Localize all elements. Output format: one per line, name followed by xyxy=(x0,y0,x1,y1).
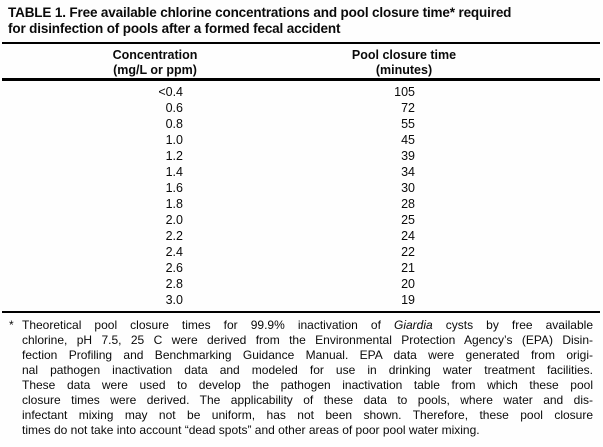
concentration-cell: 0.8 xyxy=(165,117,183,131)
column-header-concentration: Concentration (mg/L or ppm) xyxy=(0,48,310,78)
table-row: 1.0 45 xyxy=(0,132,603,148)
table-row: 3.0 19 xyxy=(0,292,603,308)
table-row: 0.8 55 xyxy=(0,116,603,132)
table-row: 1.8 28 xyxy=(0,196,603,212)
concentration-header-line1: Concentration xyxy=(112,48,198,62)
time-cell: 20 xyxy=(401,277,415,291)
concentration-header-line2: (mg/L or ppm) xyxy=(113,63,197,77)
time-cell: 25 xyxy=(401,213,415,227)
concentration-cell: 2.4 xyxy=(165,245,183,259)
table-row: 2.4 22 xyxy=(0,244,603,260)
time-cell: 24 xyxy=(401,229,415,243)
table-header-row: Concentration (mg/L or ppm) Pool closure… xyxy=(0,48,603,78)
time-cell: 55 xyxy=(401,117,415,131)
pool-closure-header-line1: Pool closure time xyxy=(351,48,457,62)
footnote: * Theoretical pool closure times for 99.… xyxy=(9,318,593,438)
time-cell: 34 xyxy=(401,165,415,179)
concentration-cell: 1.2 xyxy=(165,149,183,163)
concentration-cell: 1.8 xyxy=(165,197,183,211)
time-cell: 72 xyxy=(401,101,415,115)
footnote-line1-pre: Theoretical pool closure times for 99.9%… xyxy=(22,318,394,332)
table-row: 2.8 20 xyxy=(0,276,603,292)
pool-closure-header-line2: (minutes) xyxy=(375,63,433,77)
footnote-line: chlorine, pH 7.5, 25 C were derived from… xyxy=(22,333,593,347)
footnote-line: nal pathogen inactivation data and model… xyxy=(22,363,593,377)
concentration-cell: 1.4 xyxy=(165,165,183,179)
rule-above-footnote xyxy=(2,311,600,313)
concentration-cell: 2.2 xyxy=(165,229,183,243)
time-cell: 105 xyxy=(394,85,415,99)
footnote-line: closure times were derived. The applicab… xyxy=(22,393,593,407)
footnote-text: Theoretical pool closure times for 99.9%… xyxy=(22,318,593,438)
concentration-cell: 2.8 xyxy=(165,277,183,291)
concentration-cell: 1.0 xyxy=(165,133,183,147)
concentration-cell: 0.6 xyxy=(165,101,183,115)
footnote-line: infectant mixing may not be uniform, has… xyxy=(22,408,593,422)
table-title: TABLE 1. Free available chlorine concent… xyxy=(8,5,600,37)
table-row: 1.6 30 xyxy=(0,180,603,196)
footnote-line: fection Profiling and Benchmarking Guida… xyxy=(22,348,593,362)
time-cell: 30 xyxy=(401,181,415,195)
footnote-asterisk: * xyxy=(9,318,14,332)
table-row: 2.6 21 xyxy=(0,260,603,276)
column-header-pool-closure-time: Pool closure time (minutes) xyxy=(299,48,509,78)
table-title-line1: TABLE 1. Free available chlorine concent… xyxy=(8,5,512,20)
concentration-cell: 3.0 xyxy=(165,293,183,307)
time-cell: 45 xyxy=(401,133,415,147)
concentration-cell: 2.6 xyxy=(165,261,183,275)
time-cell: 39 xyxy=(401,149,415,163)
footnote-giardia-italic: Giardia xyxy=(394,318,433,332)
concentration-cell: 2.0 xyxy=(165,213,183,227)
table-body: <0.4 105 0.6 72 0.8 55 1.0 45 1.2 39 1.4… xyxy=(0,84,603,308)
footnote-line: Theoretical pool closure times for 99.9%… xyxy=(22,318,593,333)
footnote-line: These data were used to develop the path… xyxy=(22,378,593,392)
table-row: <0.4 105 xyxy=(0,84,603,100)
footnote-last-line: times do not take into account “dead spo… xyxy=(22,423,480,437)
concentration-cell: 1.6 xyxy=(165,181,183,195)
concentration-cell: <0.4 xyxy=(158,85,183,99)
table-row: 2.2 24 xyxy=(0,228,603,244)
rule-below-title xyxy=(2,42,600,44)
table-row: 1.2 39 xyxy=(0,148,603,164)
time-cell: 21 xyxy=(401,261,415,275)
time-cell: 22 xyxy=(401,245,415,259)
table-row: 2.0 25 xyxy=(0,212,603,228)
table-title-line2: for disinfection of pools after a formed… xyxy=(8,21,341,36)
table-row: 0.6 72 xyxy=(0,100,603,116)
rule-below-header xyxy=(2,78,600,81)
table-row: 1.4 34 xyxy=(0,164,603,180)
time-cell: 19 xyxy=(401,293,415,307)
footnote-line1-post: cysts by free available xyxy=(432,318,593,332)
time-cell: 28 xyxy=(401,197,415,211)
